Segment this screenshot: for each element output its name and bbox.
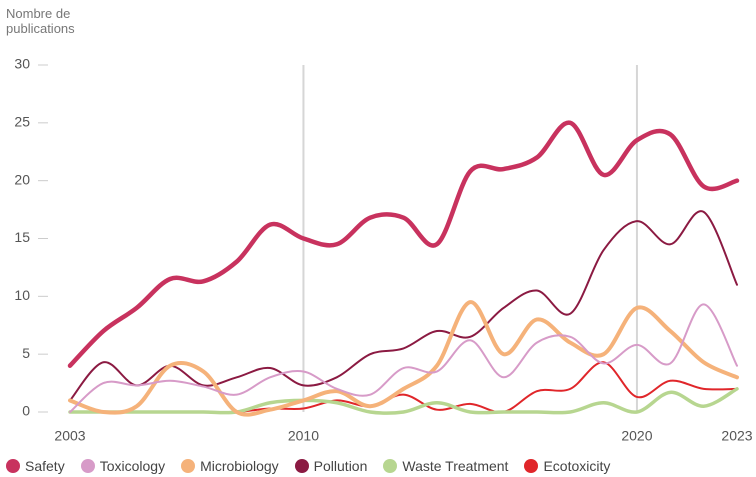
legend-item: Toxicology	[80, 458, 166, 474]
y-tick-label: 5	[22, 345, 30, 361]
series-line	[67, 120, 740, 368]
x-tick-label: 2003	[54, 428, 85, 444]
legend-swatch	[80, 459, 95, 473]
x-tick-label: 2023	[721, 428, 752, 444]
y-tick-label: 0	[22, 403, 30, 419]
legend-item: Pollution	[294, 458, 368, 474]
legend-swatch	[181, 459, 196, 473]
y-tick-label: 25	[14, 114, 30, 130]
legend-item: Waste Treatment	[383, 458, 508, 474]
x-tick-label: 2010	[288, 428, 319, 444]
y-tick-label: 20	[14, 171, 30, 187]
legend-label: Pollution	[313, 458, 368, 474]
x-tick-label: 2020	[621, 428, 652, 444]
y-tick-label: 15	[14, 229, 30, 245]
legend: Safety Toxicology Microbiology Pollution Was…	[6, 458, 610, 474]
series-line	[69, 210, 738, 402]
plot: 0 5 10 15 20 25 30 2003 2010 2020 2023	[14, 56, 752, 444]
legend-item: Microbiology	[181, 458, 279, 474]
y-tick-label: 10	[14, 287, 30, 303]
y-axis-label: Nombre de publications	[6, 6, 75, 36]
legend-swatch	[294, 459, 309, 473]
series-line	[68, 387, 739, 415]
legend-item: Ecotoxicity	[524, 458, 610, 474]
series-line	[69, 303, 738, 413]
legend-label: Safety	[25, 458, 65, 474]
legend-label: Ecotoxicity	[543, 458, 611, 474]
y-tick-label: 30	[14, 56, 30, 72]
legend-swatch	[524, 459, 539, 473]
legend-label: Toxicology	[99, 458, 166, 474]
series-line	[68, 300, 739, 417]
legend-swatch	[383, 459, 398, 473]
legend-label: Waste Treatment	[402, 458, 509, 474]
legend-item: Safety	[6, 458, 65, 474]
legend-label: Microbiology	[200, 458, 279, 474]
legend-swatch	[6, 459, 20, 473]
